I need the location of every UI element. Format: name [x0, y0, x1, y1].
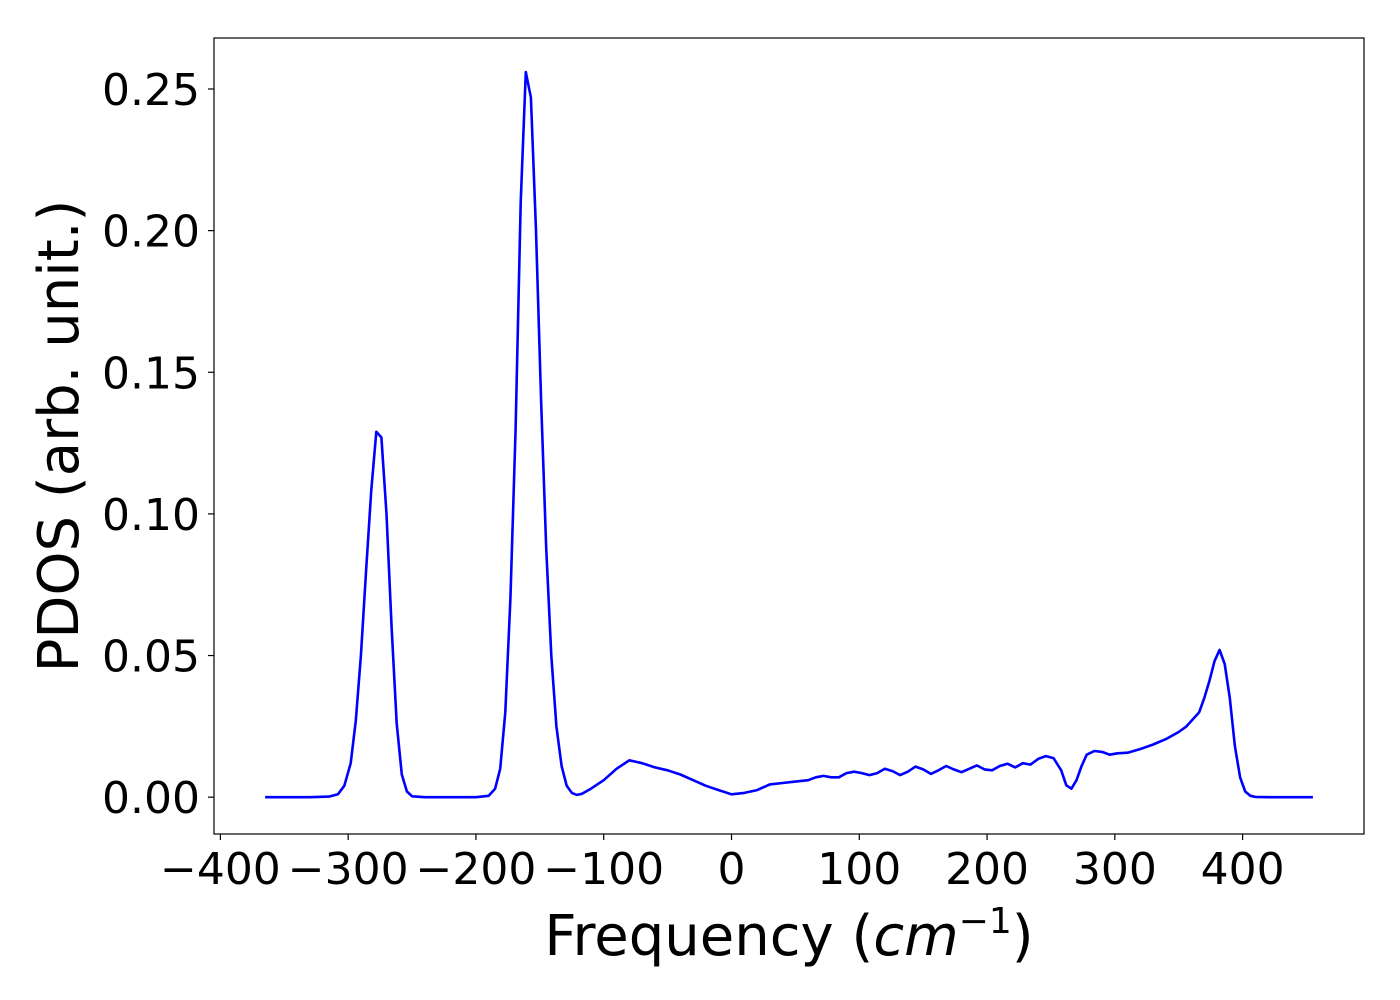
plot-frame	[213, 37, 1365, 835]
y-tick-label: 0.20	[102, 207, 200, 258]
x-tick-label: 300	[1073, 844, 1157, 895]
series-group	[265, 70, 1313, 799]
x-tick-label: −400	[160, 844, 281, 895]
y-axis-label: PDOS (arb. unit.)	[27, 200, 92, 673]
x-tick-label: 400	[1201, 844, 1285, 895]
y-tick-label: 0.15	[102, 348, 200, 399]
pdos-series-line	[265, 70, 1313, 799]
y-tick-label: 0.25	[102, 65, 200, 116]
x-tick-label: −100	[543, 844, 664, 895]
y-tick-label: 0.10	[102, 490, 200, 541]
y-axis-ticks: 0.00 0.05 0.10 0.15 0.20 0.25	[102, 65, 214, 824]
x-axis-ticks: −400 −300 −200 −100 0 100 200 300 400	[160, 834, 1285, 895]
x-tick-label: −300	[288, 844, 409, 895]
x-tick-label: 100	[817, 844, 901, 895]
x-tick-label: 0	[718, 844, 746, 895]
x-axis-label: Frequency (cm−1)	[544, 901, 1033, 969]
x-tick-label: −200	[416, 844, 537, 895]
y-tick-label: 0.00	[102, 773, 200, 824]
y-tick-label: 0.05	[102, 632, 200, 683]
x-tick-label: 200	[945, 844, 1029, 895]
